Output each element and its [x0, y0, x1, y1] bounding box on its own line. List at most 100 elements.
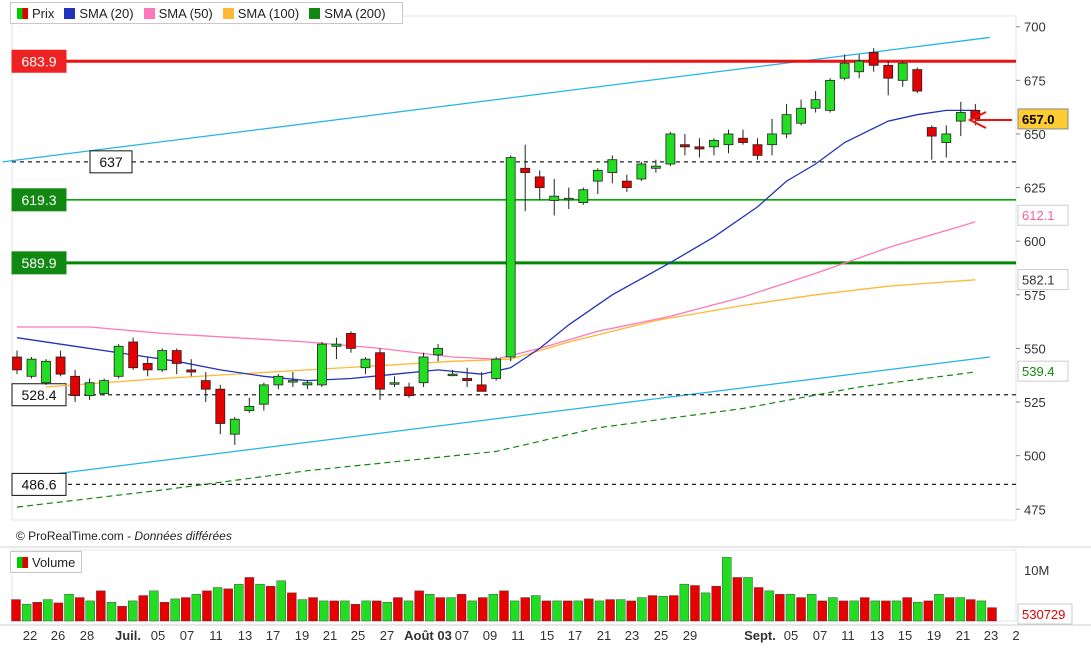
candle-body [200, 380, 211, 390]
candle-body [70, 375, 80, 397]
x-tick-label: 07 [455, 628, 469, 643]
candle-body [302, 382, 313, 386]
candle-body [738, 137, 748, 143]
volume-bar [276, 580, 286, 622]
candle-body [346, 333, 356, 349]
candle-body [273, 375, 284, 386]
legend-item-sma20[interactable]: SMA (20) [64, 6, 134, 21]
y-tick-label: 550 [1024, 341, 1046, 356]
candle-body [360, 358, 371, 369]
candle-body [912, 69, 923, 92]
volume-bar [605, 599, 615, 622]
level-label: 528.4 [21, 387, 56, 403]
volume-bar [775, 594, 785, 622]
x-tick-label: 21 [597, 628, 611, 643]
candle-body [781, 114, 792, 135]
candle-body [244, 405, 255, 412]
volume-legend[interactable]: Volume [10, 551, 83, 573]
candle-body [12, 356, 22, 371]
volume-bar [382, 602, 393, 622]
channel-upper-line [2, 36, 990, 163]
legend-item-sma50[interactable]: SMA (50) [143, 6, 213, 21]
volume-bar [488, 594, 499, 622]
x-tick-label: 28 [80, 628, 94, 643]
candle-body [926, 127, 937, 137]
volume-bar [361, 600, 371, 622]
volume-bar [584, 598, 594, 622]
y-tick-label: 700 [1024, 20, 1046, 35]
value-label-box [1017, 204, 1069, 226]
candle-body [229, 418, 240, 435]
volume-bar [127, 600, 138, 622]
volume-value-label: 530729 [1022, 607, 1065, 622]
volume-bar [987, 607, 997, 622]
legend-label: Prix [32, 5, 55, 21]
legend-item-sma100[interactable]: SMA (100) [222, 5, 300, 21]
volume-bar [647, 595, 658, 622]
x-tick-label: 19 [927, 628, 941, 643]
legend-label: SMA (100) [237, 5, 300, 21]
sma20-line [16, 109, 976, 382]
volume-bar [456, 594, 467, 622]
candle-body [505, 157, 516, 358]
legend-item-sma200[interactable]: SMA (200) [309, 6, 386, 21]
x-tick-label: 2 [1012, 628, 1019, 643]
x-tick-label: 23 [984, 628, 998, 643]
volume-bar [96, 590, 106, 622]
red-arrow-annotation [967, 111, 1012, 129]
volume-bar [764, 590, 774, 622]
volume-bar [170, 598, 180, 622]
price-legend: Prix SMA (20) SMA (50) SMA (100) SMA (20… [10, 2, 403, 24]
volume-bar [11, 599, 21, 622]
y-tick-label: 650 [1024, 127, 1046, 142]
candle-body [84, 382, 95, 397]
candle-body [462, 378, 473, 381]
y-tick-label: 600 [1024, 234, 1046, 249]
sma50-line [17, 221, 976, 360]
value-label-box [1017, 269, 1069, 291]
candle-body [534, 176, 545, 188]
volume-bar [350, 604, 361, 622]
x-tick-label: 11 [841, 628, 855, 643]
candle-body [389, 382, 400, 385]
candle-body [447, 373, 458, 377]
legend-item-prix[interactable]: Prix [17, 6, 54, 21]
volume-label: Volume [32, 554, 76, 570]
value-label: 539.4 [1022, 364, 1055, 379]
x-tick-label: 25 [351, 628, 365, 643]
y-tick-label: 575 [1024, 288, 1046, 303]
volume-bar [859, 597, 870, 622]
volume-bar [340, 600, 350, 622]
volume-bar [881, 600, 891, 622]
volume-icon [17, 556, 28, 568]
volume-bar [806, 594, 817, 622]
volume-bar [53, 602, 64, 622]
candle-body [563, 197, 574, 201]
volume-bar [446, 597, 456, 622]
x-tick-label: Août 03 [404, 628, 452, 643]
volume-bar [541, 600, 552, 622]
candle-body [796, 107, 806, 124]
volume-bar [637, 597, 647, 622]
volume-bar [531, 595, 541, 622]
candle-body [41, 360, 51, 384]
level-label-box [11, 472, 67, 496]
sma200-line [16, 371, 976, 508]
volume-bar [435, 597, 446, 622]
volume-bar [923, 600, 934, 622]
candle-body [99, 380, 110, 394]
level-label-box [11, 49, 67, 73]
x-tick-label: 27 [380, 628, 394, 643]
candle-body [578, 189, 589, 203]
x-tick-label: 13 [238, 628, 252, 643]
volume-tick-label: 10M [1024, 563, 1049, 578]
x-tick-label: 09 [483, 628, 497, 643]
volume-bar [626, 600, 637, 622]
volume-bar [753, 587, 764, 622]
value-label-box [1017, 108, 1069, 130]
x-tick-label: 21 [323, 628, 337, 643]
x-tick-label: 11 [511, 628, 525, 643]
value-label: 657.0 [1022, 112, 1055, 127]
candle-body [592, 170, 603, 182]
